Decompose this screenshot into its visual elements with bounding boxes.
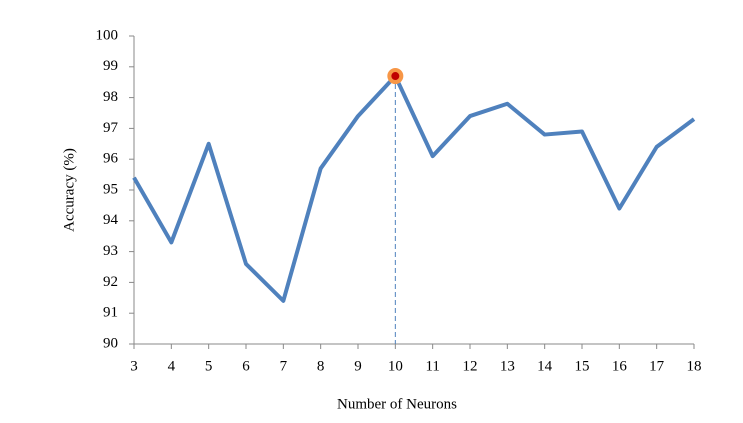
y-tick-label: 94 xyxy=(103,212,119,228)
x-tick-label: 18 xyxy=(687,358,702,374)
x-tick-label: 16 xyxy=(612,358,628,374)
y-tick-label: 97 xyxy=(103,120,119,136)
y-tick-label: 90 xyxy=(103,335,118,351)
y-tick-label: 96 xyxy=(103,151,119,167)
y-tick-label: 99 xyxy=(103,58,118,74)
y-tick-label: 98 xyxy=(103,89,118,105)
y-axis-label: Accuracy (%) xyxy=(61,148,77,232)
x-tick-label: 14 xyxy=(537,358,553,374)
y-tick-label: 100 xyxy=(96,27,119,43)
x-tick-label: 10 xyxy=(388,358,403,374)
highlight-point xyxy=(391,72,400,81)
y-tick-label: 93 xyxy=(103,243,118,259)
x-tick-label: 5 xyxy=(205,358,213,374)
y-tick-label: 95 xyxy=(103,181,118,197)
y-tick-label: 92 xyxy=(103,274,118,290)
x-tick-label: 15 xyxy=(575,358,590,374)
series-line xyxy=(132,74,696,303)
x-tick-label: 7 xyxy=(280,358,288,374)
x-axis-label: Number of Neurons xyxy=(337,396,457,412)
x-tick-label: 12 xyxy=(463,358,478,374)
x-tick-label: 11 xyxy=(425,358,439,374)
x-tick-label: 3 xyxy=(130,358,138,374)
x-tick-label: 6 xyxy=(242,358,250,374)
y-tick-label: 91 xyxy=(103,305,118,321)
x-tick-label: 13 xyxy=(500,358,515,374)
x-tick-label: 4 xyxy=(168,358,176,374)
x-tick-label: 8 xyxy=(317,358,325,374)
x-tick-label: 9 xyxy=(354,358,362,374)
x-tick-label: 17 xyxy=(649,358,665,374)
